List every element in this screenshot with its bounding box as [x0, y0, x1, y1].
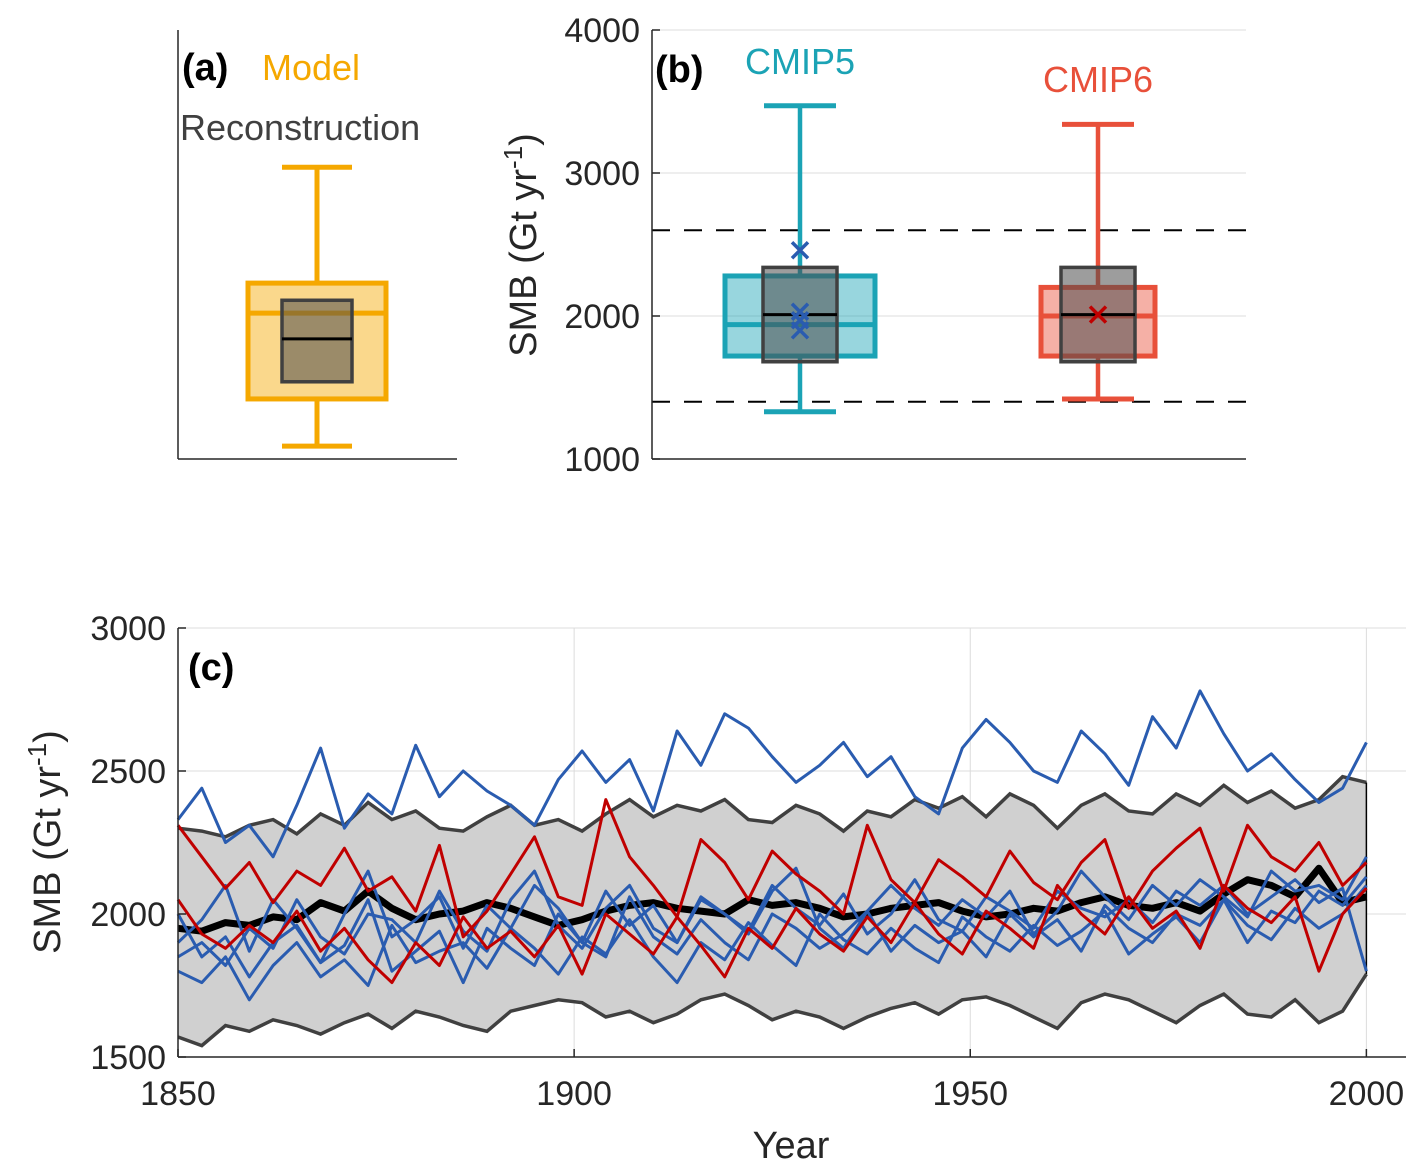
group-label-cmip5: CMIP5 [745, 41, 855, 82]
panel-c-ylabel-text: SMB (Gt yr-1) [22, 730, 69, 954]
panel-c-ytick-label: 2000 [90, 896, 166, 934]
panel-c-xtick-label: 2000 [1329, 1075, 1405, 1113]
reconstruction-lower-bound [177, 973, 1368, 1048]
panel-b-ytick-label: 1000 [564, 441, 640, 479]
cmip5-run-4-line [176, 869, 1368, 972]
panel-c-ylabel: SMB (Gt yr-1) [22, 730, 69, 954]
panel-b-ytick-label: 3000 [564, 155, 640, 193]
cmip6-run-1-line [176, 798, 1368, 939]
panel-c-label: (c) [188, 647, 234, 689]
x-marker-stroke [790, 321, 810, 340]
x-marker-stroke [790, 240, 810, 260]
reconstruction-upper-bound [177, 774, 1367, 839]
reconstruction-box [280, 298, 354, 384]
panel-a-label: (a) [182, 47, 228, 89]
cmip6-run-2-line [176, 883, 1368, 985]
legend-model: Model [262, 47, 360, 88]
cmip5-run-2-line [177, 856, 1368, 967]
cmip5-run-1-line [176, 689, 1368, 859]
x-marker-stroke [1088, 305, 1108, 324]
panel-c-xtick-label: 1950 [932, 1075, 1008, 1113]
cmip5-mean-marker [790, 240, 810, 260]
cmip6-mean-marker [1088, 305, 1108, 324]
group-label-cmip6: CMIP6 [1043, 59, 1153, 100]
panel-c-ytick-label: 1500 [90, 1039, 166, 1077]
panel-b-ylabel: SMB (Gt yr-1) [498, 133, 545, 357]
panel-c-xtick-label: 1850 [140, 1075, 216, 1113]
panel-c: 1500 2000 2500 3000 1850 1900 1950 2000 (c) Yea… [22, 610, 1406, 1167]
panel-b: 1000 2000 3000 4000 (b) CMIP5 CMIP6 SMB (Gt… [498, 12, 1246, 479]
cmip5-run-5-line [176, 875, 1368, 985]
reconstruction-range-band [178, 776, 1367, 1046]
panel-b-ylabel-text: SMB (Gt yr-1) [498, 133, 545, 357]
panel-b-ytick-label: 4000 [564, 12, 640, 50]
panel-b-ytick-label: 2000 [564, 298, 640, 336]
panel-a: (a) Model Reconstruction [177, 30, 457, 460]
panel-c-xlabel: Year [753, 1125, 830, 1167]
panel-c-ytick-label: 2500 [90, 753, 166, 791]
panel-c-xtick-label: 1900 [536, 1075, 612, 1113]
legend-reconstruction: Reconstruction [180, 107, 420, 148]
panel-c-ytick-label: 3000 [90, 610, 166, 648]
panel-b-label: (b) [655, 49, 704, 91]
cmip5-mean-marker [790, 321, 810, 340]
